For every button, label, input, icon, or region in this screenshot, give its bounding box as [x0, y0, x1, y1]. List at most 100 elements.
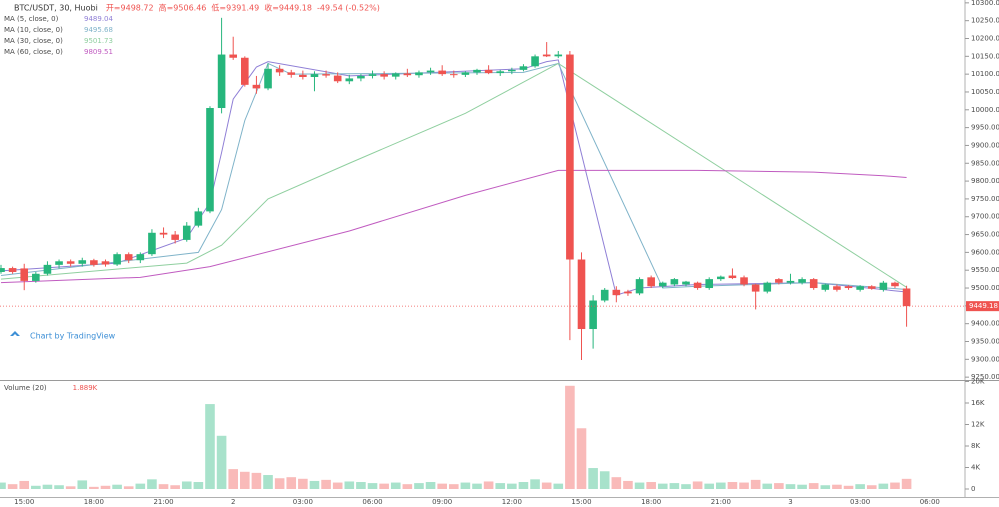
volume-bar	[274, 478, 285, 490]
candle-body	[751, 284, 760, 292]
candle-body	[415, 72, 423, 76]
candle-body	[519, 66, 528, 70]
candle-body	[496, 71, 505, 74]
candle-body	[624, 291, 632, 294]
candle-body	[124, 254, 133, 261]
candle-body	[0, 268, 5, 272]
candle-body	[310, 74, 319, 77]
x-tick-label: 21:00	[153, 498, 173, 506]
volume-bar	[135, 483, 146, 490]
volume-bar	[0, 482, 6, 490]
header-item: 收=9449.18	[264, 3, 312, 13]
candle-body	[206, 108, 214, 212]
candle-body	[612, 289, 621, 296]
candle-body	[856, 286, 864, 290]
candle-body	[171, 234, 179, 240]
legend-name: MA (5, close, 0)	[4, 15, 59, 23]
volume-bar	[507, 483, 517, 490]
volume-bar	[646, 482, 656, 490]
volume-bar	[611, 477, 622, 490]
volume-bar	[483, 481, 494, 490]
volume-tick-label: 8K	[971, 442, 980, 450]
candle-body	[299, 74, 307, 77]
candle-body	[670, 279, 679, 285]
candle-body	[658, 282, 667, 287]
candle-body	[461, 72, 470, 75]
header-item: 低=9391.49	[211, 3, 259, 13]
candle-body	[867, 286, 876, 289]
volume-bar	[669, 483, 680, 490]
volume-bar	[808, 483, 819, 490]
candle-body	[763, 282, 772, 292]
volume-bar	[402, 484, 413, 490]
y-tick-label: 10200.00	[971, 34, 999, 42]
volume-bar	[692, 481, 703, 490]
x-tick-label: 06:00	[920, 498, 940, 506]
volume-bar	[634, 482, 645, 490]
volume-bar	[716, 482, 726, 490]
y-tick-label: 9950.00	[971, 124, 999, 132]
x-tick-label: 06:00	[362, 498, 382, 506]
legend-value: 9809.51	[84, 48, 113, 56]
candle-body	[136, 254, 145, 261]
candle-body	[182, 225, 191, 240]
y-tick-label: 9600.00	[971, 248, 999, 256]
volume-bar	[193, 482, 204, 490]
volume-bar	[890, 482, 900, 490]
x-tick-label: 2	[231, 498, 235, 506]
legend-name: MA (30, close, 0)	[4, 37, 63, 45]
volume-bar	[379, 483, 389, 490]
candle-body	[647, 277, 655, 287]
candle-body	[322, 74, 330, 76]
volume-bar	[251, 472, 262, 490]
volume-bar	[565, 385, 575, 490]
volume-bar	[100, 485, 111, 490]
legend-value: 9489.04	[84, 15, 113, 23]
candle-body	[717, 276, 725, 280]
candle-body	[101, 261, 110, 265]
y-tick-label: 9400.00	[971, 320, 999, 328]
volume-bar	[181, 481, 192, 490]
watermark: Chart by TradingView	[30, 332, 116, 341]
candle-body	[252, 84, 261, 89]
last-price-label: 9449.18	[969, 302, 998, 310]
ma-line	[0, 62, 907, 288]
candle-body	[66, 261, 75, 264]
volume-bar	[170, 485, 180, 490]
candle-body	[577, 259, 586, 330]
candle-body	[148, 232, 156, 255]
candle-body	[368, 74, 377, 76]
candle-body	[484, 69, 493, 74]
y-tick-label: 10050.00	[971, 88, 999, 96]
volume-bar	[623, 480, 633, 490]
candle-body	[902, 288, 911, 307]
volume-bar	[112, 484, 122, 490]
y-tick-label: 9650.00	[971, 231, 999, 239]
candle-body	[264, 68, 272, 89]
volume-bar	[19, 480, 30, 490]
candle-body	[78, 260, 87, 264]
volume-bar	[518, 482, 529, 490]
volume-bar	[681, 484, 691, 490]
candle-body	[391, 73, 400, 77]
candle-body	[333, 75, 342, 82]
candle-body	[728, 275, 737, 279]
x-tick-label: 12:00	[502, 498, 522, 506]
volume-bar	[866, 485, 877, 490]
candle-body	[55, 261, 63, 265]
volume-bar	[750, 479, 761, 490]
volume-bar	[65, 486, 76, 490]
legend-name: MA (60, close, 0)	[4, 48, 63, 56]
y-tick-label: 9750.00	[971, 195, 999, 203]
candle-body	[473, 69, 481, 73]
volume-bar	[901, 478, 912, 490]
volume-bar	[739, 482, 749, 490]
volume-bar	[576, 428, 587, 490]
header-item: -49.54 (-0.52%)	[317, 4, 380, 13]
x-tick-label: 03:00	[293, 498, 313, 506]
volume-bar	[704, 483, 715, 490]
candle-body	[682, 281, 690, 285]
y-tick-label: 9800.00	[971, 177, 999, 185]
